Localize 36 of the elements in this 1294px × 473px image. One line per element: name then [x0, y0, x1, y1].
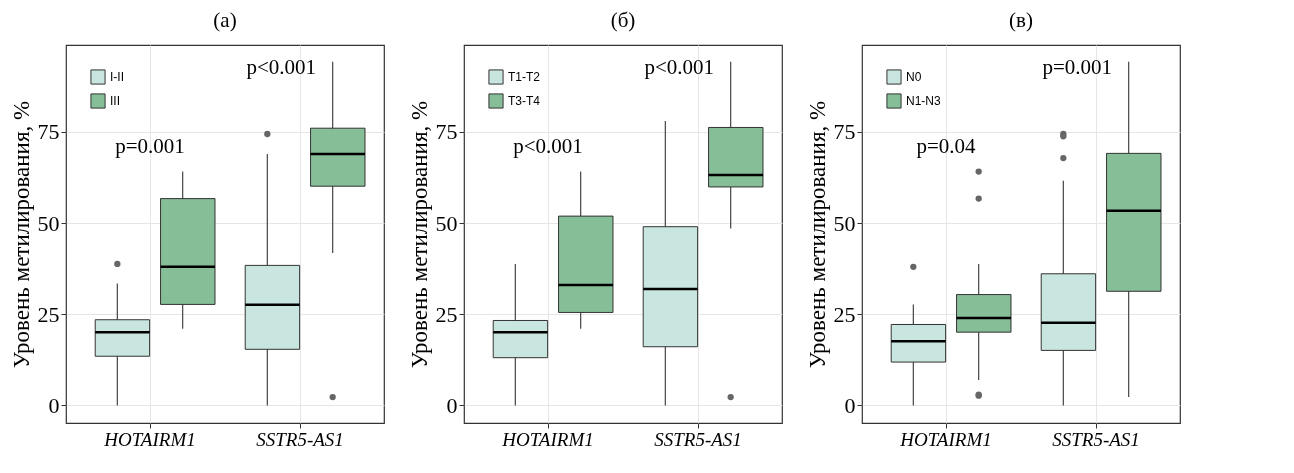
chart-title: (а) [213, 8, 237, 32]
y-tick-label: 75 [833, 119, 856, 145]
legend-label: T1-T2 [508, 70, 541, 84]
legend-label: I-II [110, 70, 124, 84]
y-tick-label: 50 [435, 210, 458, 236]
annotation: p=0.04 [916, 134, 977, 159]
annotation: p<0.001 [246, 54, 316, 79]
legend-label: N1-N3 [906, 94, 941, 108]
y-axis-title: Уровень метилирования, % [804, 100, 830, 369]
x-tick-label: HOTAIRM1 [899, 428, 992, 450]
annotation: p=0.001 [115, 134, 185, 159]
x-tick-label: SSTR5-AS1 [654, 428, 742, 450]
x-tick-label: SSTR5-AS1 [1052, 428, 1140, 450]
x-tick-label: SSTR5-AS1 [256, 428, 344, 450]
x-tick-label: HOTAIRM1 [501, 428, 594, 450]
y-tick-label: 75 [435, 119, 458, 145]
y-tick-label: 25 [37, 301, 60, 327]
annotation: p<0.001 [513, 134, 583, 159]
annotation: p<0.001 [644, 54, 714, 79]
y-tick-label: 50 [833, 210, 856, 236]
y-axis-title: Уровень метилирования, % [8, 100, 34, 369]
chart-title: (б) [610, 8, 636, 32]
legend-label: N0 [906, 70, 922, 84]
y-tick-label: 0 [446, 392, 458, 418]
legend-label: T3-T4 [508, 94, 541, 108]
y-tick-label: 25 [833, 301, 856, 327]
annotation: p=0.001 [1042, 54, 1112, 79]
y-axis-title: Уровень метилирования, % [406, 100, 432, 369]
y-tick-label: 0 [48, 392, 60, 418]
y-tick-label: 75 [37, 119, 60, 145]
y-tick-label: 25 [435, 301, 458, 327]
y-tick-label: 50 [37, 210, 60, 236]
x-tick-label: HOTAIRM1 [103, 428, 196, 450]
legend-label: III [110, 94, 121, 108]
y-tick-label: 0 [844, 392, 856, 418]
chart-title: (в) [1009, 8, 1033, 32]
